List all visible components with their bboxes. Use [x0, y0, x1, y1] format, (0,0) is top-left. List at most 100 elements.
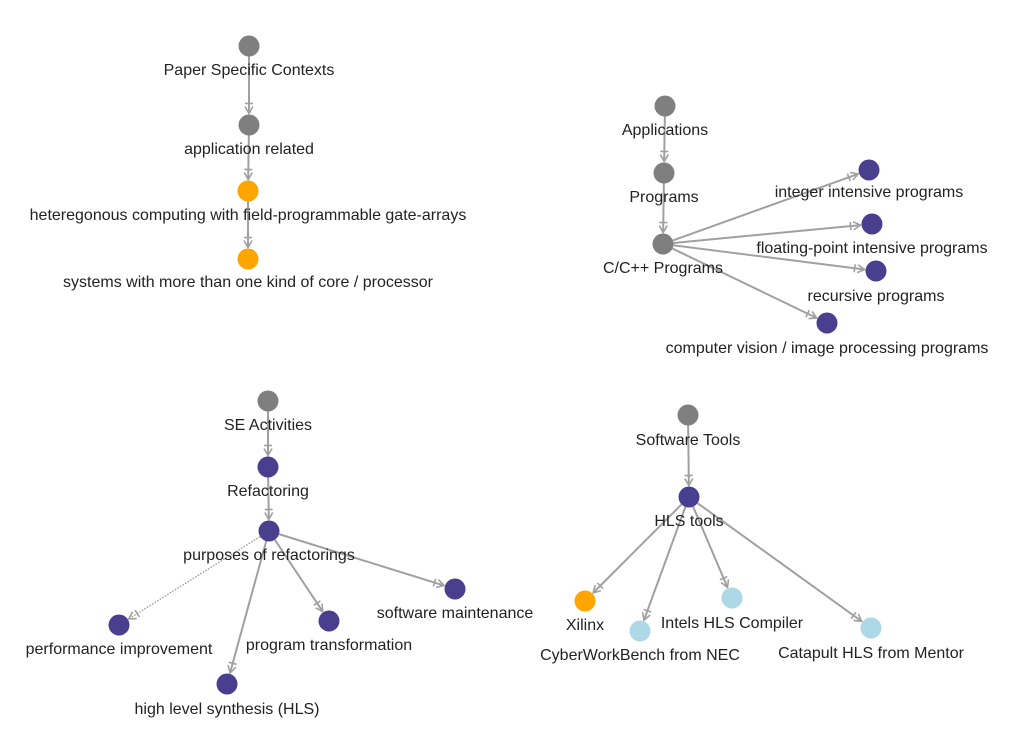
node-label: application related	[184, 141, 314, 158]
node-circle[interactable]	[860, 617, 882, 639]
node-circle[interactable]	[257, 456, 279, 478]
node-circle[interactable]	[865, 260, 887, 282]
node-circle[interactable]	[318, 610, 340, 632]
node-xilinx[interactable]: Xilinx	[566, 590, 604, 635]
node-purposes[interactable]: purposes of refactorings	[183, 520, 355, 565]
node-circle[interactable]	[653, 162, 675, 184]
node-label: HLS tools	[654, 513, 723, 530]
arrowhead-icon	[684, 478, 694, 488]
edge-tick	[719, 575, 728, 581]
cluster-nodes-se-activities: SE Activities Refactoring purposes of refa…	[26, 390, 534, 719]
node-label: Refactoring	[227, 483, 309, 500]
arrowhead-icon	[127, 611, 137, 620]
edge-refactoring-to-purposes	[264, 477, 274, 522]
node-label: software maintenance	[377, 605, 534, 622]
edge-cpp-to-fp_prog	[673, 221, 863, 244]
node-circle[interactable]	[629, 620, 651, 642]
edge-line	[273, 539, 324, 612]
arrowhead-icon	[227, 664, 237, 675]
node-hetero-fpga[interactable]: heteregonous computing with field-progra…	[30, 180, 467, 225]
cluster-applications	[658, 116, 867, 320]
node-circle[interactable]	[258, 520, 280, 542]
node-fp-prog[interactable]: floating-point intensive programs	[756, 213, 988, 258]
node-perf[interactable]: performance improvement	[26, 614, 213, 659]
cluster-nodes-applications: Applications Programs C/C++ Programs intege…	[603, 95, 989, 358]
edge-tick	[134, 609, 141, 618]
node-circle[interactable]	[257, 390, 279, 412]
arrowhead-icon	[315, 603, 324, 613]
edge-purposes-to-hls	[227, 540, 268, 675]
edge-tick	[228, 661, 237, 666]
node-se-act[interactable]: SE Activities	[224, 390, 312, 435]
node-circle[interactable]	[861, 213, 883, 235]
node-circle[interactable]	[654, 95, 676, 117]
edge-sw_tools-to-hls_tools	[684, 425, 694, 488]
node-prog-trans[interactable]: program transformation	[246, 610, 412, 655]
node-label: program transformation	[246, 637, 412, 654]
node-hls-tools[interactable]: HLS tools	[654, 486, 724, 531]
node-circle[interactable]	[237, 180, 259, 202]
node-circle[interactable]	[238, 35, 260, 57]
nodes-layer: Paper Specific Contexts application relat…	[26, 35, 989, 719]
node-label: performance improvement	[26, 641, 213, 658]
node-sw-maint[interactable]: software maintenance	[377, 578, 534, 623]
node-app-rel[interactable]: application related	[184, 114, 314, 159]
node-circle[interactable]	[721, 587, 743, 609]
cluster-nodes-paper-specific-contexts: Paper Specific Contexts application relat…	[30, 35, 467, 292]
node-label: SE Activities	[224, 417, 312, 434]
edge-applications-to-programs	[659, 116, 669, 164]
node-cv-prog[interactable]: computer vision / image processing progr…	[666, 312, 989, 358]
node-label: Intels HLS Compiler	[661, 615, 804, 632]
node-circle[interactable]	[216, 673, 238, 695]
node-circle[interactable]	[652, 233, 674, 255]
node-applications[interactable]: Applications	[622, 95, 708, 140]
node-programs[interactable]: Programs	[629, 162, 699, 207]
node-intel[interactable]: Intels HLS Compiler	[661, 587, 804, 633]
edge-line	[672, 247, 818, 319]
node-circle[interactable]	[858, 159, 880, 181]
node-psc[interactable]: Paper Specific Contexts	[164, 35, 335, 80]
node-hls[interactable]: high level synthesis (HLS)	[135, 673, 320, 719]
arrowhead-icon	[263, 448, 273, 458]
node-circle[interactable]	[816, 312, 838, 334]
edge-line	[643, 506, 687, 621]
cluster-se-activities	[127, 411, 446, 675]
node-refactoring[interactable]: Refactoring	[227, 456, 309, 501]
node-circle[interactable]	[678, 486, 700, 508]
node-catapult[interactable]: Catapult HLS from Mentor	[778, 617, 965, 663]
node-cwb[interactable]: CyberWorkBench from NEC	[540, 620, 740, 665]
node-label: CyberWorkBench from NEC	[540, 647, 740, 664]
node-label: Catapult HLS from Mentor	[778, 645, 965, 662]
edge-hls_tools-to-cwb	[641, 506, 687, 622]
arrowhead-icon	[720, 579, 730, 589]
node-label: C/C++ Programs	[603, 260, 723, 277]
node-circle[interactable]	[238, 114, 260, 136]
cluster-paper-specific-contexts	[243, 56, 254, 250]
edge-line	[672, 172, 859, 242]
node-label: Paper Specific Contexts	[164, 62, 335, 79]
edge-line	[592, 503, 683, 594]
node-label: integer intensive programs	[775, 184, 964, 201]
node-int-prog[interactable]: integer intensive programs	[775, 159, 964, 202]
node-circle[interactable]	[574, 590, 596, 612]
edge-tick	[313, 600, 321, 606]
edge-hls_tools-to-catapult	[696, 502, 863, 623]
node-circle[interactable]	[237, 248, 259, 270]
node-label: Software Tools	[636, 432, 741, 449]
arrowhead-icon	[244, 106, 254, 116]
node-cpp[interactable]: C/C++ Programs	[603, 233, 723, 278]
edge-line	[662, 183, 665, 233]
edge-line	[663, 116, 666, 162]
edge-hls_tools-to-intel	[692, 506, 730, 589]
edge-tick	[846, 173, 851, 182]
node-circle[interactable]	[677, 404, 699, 426]
edge-programs-to-cpp	[658, 183, 668, 235]
node-multi-core[interactable]: systems with more than one kind of core …	[63, 248, 434, 292]
node-circle[interactable]	[444, 578, 466, 600]
edge-cpp-to-cv_prog	[672, 247, 819, 320]
node-sw-tools[interactable]: Software Tools	[636, 404, 741, 450]
node-rec-prog[interactable]: recursive programs	[808, 260, 945, 306]
arrowhead-icon	[808, 310, 819, 320]
node-circle[interactable]	[108, 614, 130, 636]
node-label: recursive programs	[808, 288, 945, 305]
